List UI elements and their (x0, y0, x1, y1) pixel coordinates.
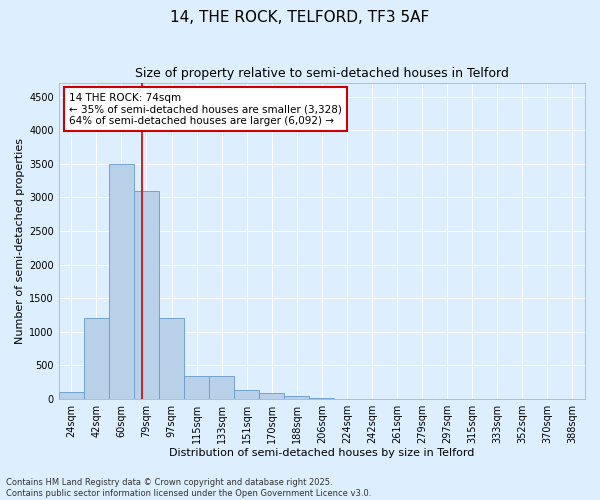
Bar (134, 190, 159, 399)
Bar (59, 392, 84, 399)
Bar (310, 398, 334, 399)
Bar (159, 318, 184, 399)
Bar (84, 318, 109, 399)
Bar (259, 393, 284, 399)
X-axis label: Distribution of semi-detached houses by size in Telford: Distribution of semi-detached houses by … (169, 448, 475, 458)
Bar (284, 396, 310, 399)
Text: Contains HM Land Registry data © Crown copyright and database right 2025.
Contai: Contains HM Land Registry data © Crown c… (6, 478, 371, 498)
Text: 14, THE ROCK, TELFORD, TF3 5AF: 14, THE ROCK, TELFORD, TF3 5AF (170, 10, 430, 25)
Text: 14 THE ROCK: 74sqm
← 35% of semi-detached houses are smaller (3,328)
64% of semi: 14 THE ROCK: 74sqm ← 35% of semi-detache… (70, 92, 342, 126)
Title: Size of property relative to semi-detached houses in Telford: Size of property relative to semi-detach… (135, 68, 509, 80)
Y-axis label: Number of semi-detached properties: Number of semi-detached properties (15, 138, 25, 344)
Bar (234, 390, 259, 399)
Bar (184, 376, 209, 399)
Bar (109, 164, 134, 399)
Bar (209, 376, 234, 399)
